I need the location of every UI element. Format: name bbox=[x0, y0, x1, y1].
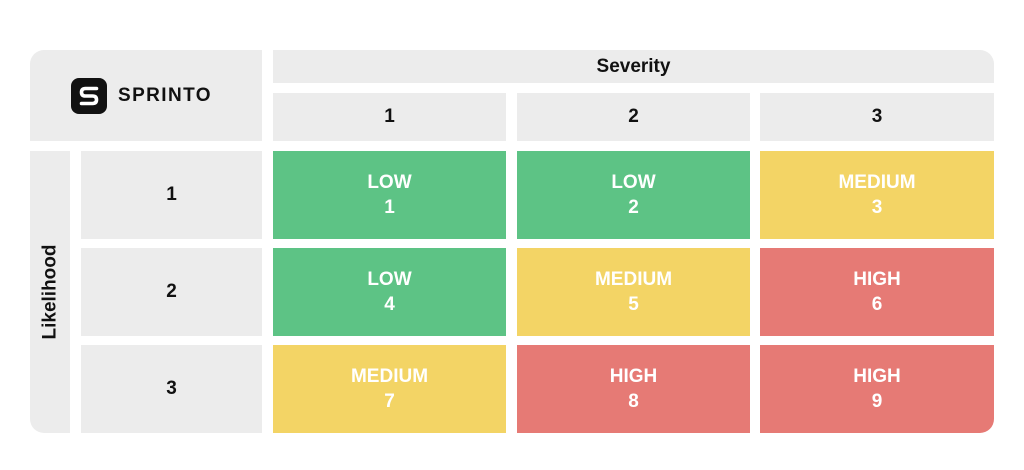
severity-column-2: 2 bbox=[517, 93, 750, 141]
risk-level-label: LOW bbox=[611, 172, 656, 193]
likelihood-axis-band bbox=[30, 151, 70, 433]
risk-level-label: MEDIUM bbox=[838, 172, 916, 193]
risk-cell-high: HIGH 8 bbox=[517, 345, 750, 433]
logo-cell bbox=[30, 50, 262, 141]
risk-score: 5 bbox=[628, 294, 639, 315]
risk-cell-medium: MEDIUM 5 bbox=[517, 248, 750, 336]
risk-cell-low: LOW 4 bbox=[273, 248, 506, 336]
likelihood-axis-title: Likelihood bbox=[39, 244, 60, 340]
likelihood-row-2: 2 bbox=[81, 248, 262, 336]
risk-score: 1 bbox=[384, 197, 395, 218]
risk-cell-medium: MEDIUM 3 bbox=[760, 151, 994, 239]
sprinto-logo-icon bbox=[71, 78, 107, 114]
risk-cell-low: LOW 2 bbox=[517, 151, 750, 239]
likelihood-row-3: 3 bbox=[81, 345, 262, 433]
risk-level-label: HIGH bbox=[609, 366, 658, 387]
risk-level-label: LOW bbox=[367, 269, 412, 290]
risk-score: 2 bbox=[628, 197, 639, 218]
severity-axis-title: Severity bbox=[273, 50, 994, 83]
likelihood-axis-label-wrapper: Likelihood bbox=[30, 151, 70, 433]
risk-score: 4 bbox=[384, 294, 395, 315]
severity-column-1: 1 bbox=[273, 93, 506, 141]
risk-level-label: MEDIUM bbox=[350, 366, 429, 387]
brand-name: SPRINTO bbox=[118, 85, 212, 106]
risk-cell-medium: MEDIUM 7 bbox=[273, 345, 506, 433]
risk-cell-low: LOW 1 bbox=[273, 151, 506, 239]
risk-score: 8 bbox=[628, 391, 639, 412]
risk-score: 6 bbox=[871, 294, 883, 315]
severity-column-3: 3 bbox=[760, 93, 994, 141]
risk-score: 3 bbox=[871, 197, 883, 218]
likelihood-row-1: 1 bbox=[81, 151, 262, 239]
risk-score: 7 bbox=[384, 391, 395, 412]
risk-level-label: HIGH bbox=[853, 366, 901, 387]
risk-score: 9 bbox=[871, 391, 883, 412]
risk-cell-high: HIGH 6 bbox=[760, 248, 994, 336]
risk-level-label: MEDIUM bbox=[594, 269, 673, 290]
risk-level-label: HIGH bbox=[853, 269, 901, 290]
risk-level-label: LOW bbox=[367, 172, 412, 193]
risk-cell-high: HIGH 9 bbox=[760, 345, 994, 433]
